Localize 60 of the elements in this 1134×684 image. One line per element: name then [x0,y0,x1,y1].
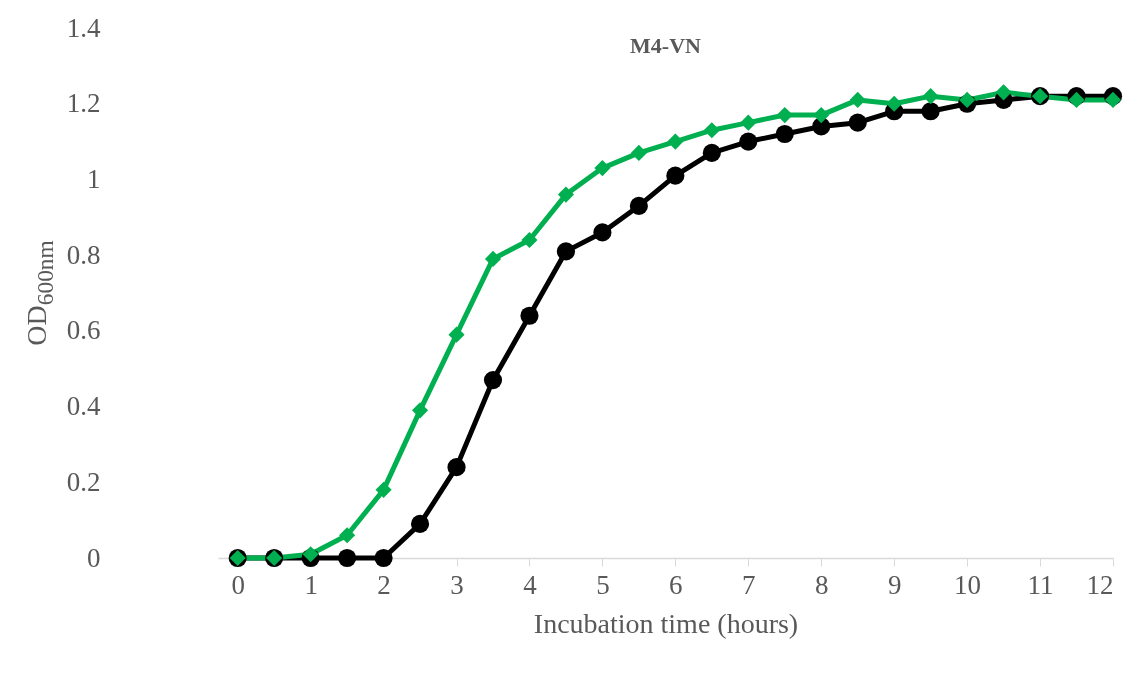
point [848,113,867,132]
x-tick-label: 8 [814,569,829,600]
point [593,223,612,242]
chart-title: M4-VN [630,33,702,58]
point [995,84,1012,101]
y-tick-label: 0 [87,542,101,573]
point [922,88,939,105]
x-tick-label: 7 [742,569,756,600]
x-tick-label: 12 [1086,569,1114,600]
point [520,306,539,325]
point [1068,91,1085,108]
point [448,326,465,343]
point [484,250,502,267]
y-tick-label: 1 [87,163,101,194]
point [629,196,648,215]
point [556,242,576,261]
point [849,91,866,108]
y-tick-label: 1.2 [66,88,101,119]
point [338,548,357,568]
x-tick-label: 4 [523,569,538,600]
point [702,143,721,162]
y-tick-label: 0.8 [66,239,101,270]
point [959,91,976,108]
point [886,95,903,112]
x-tick-label: 3 [450,569,464,600]
point [775,124,794,144]
point [521,231,538,249]
point [375,481,392,498]
x-tick-label: 0 [231,569,245,600]
x-tick-label: 2 [377,569,391,600]
y-tick-label: 0.6 [66,315,101,346]
point [594,160,611,177]
x-tick-label: 10 [954,569,982,600]
point [483,371,503,390]
x-tick-label: 1 [304,569,318,600]
x-axis-title: Incubation time (hours) [533,607,799,639]
x-tick-label: 11 [1027,569,1054,600]
y-tick-label: 1.4 [66,12,101,43]
point [1104,91,1122,108]
x-tick-label: 6 [669,569,683,600]
x-tick-label: 5 [596,569,610,600]
point [411,402,429,419]
point [630,144,647,161]
point [557,186,574,203]
point [921,102,940,121]
point [813,107,830,124]
point [776,107,793,124]
y-tick-label: 0.4 [66,391,101,422]
x-tick-label: 9 [887,569,902,600]
point [740,114,757,131]
y-tick-label: 0.2 [66,466,101,497]
point [703,122,720,139]
point [447,458,466,477]
point [339,527,356,544]
point [374,548,393,568]
point [667,133,684,150]
point [302,546,319,563]
point [410,514,430,533]
point [739,132,758,151]
point [666,166,685,185]
